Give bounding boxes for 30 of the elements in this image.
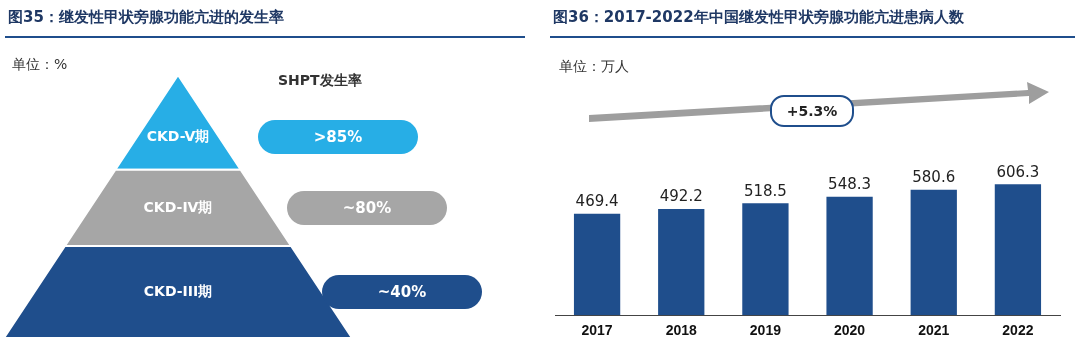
bar — [910, 189, 957, 316]
data-label: 469.4 — [575, 192, 619, 211]
legend-title: SHPT发生率 — [278, 72, 362, 90]
data-label: 518.5 — [743, 181, 787, 200]
x-tick-label: 2022 — [1002, 322, 1034, 339]
text: >85% — [313, 128, 363, 147]
text: 单位：% — [12, 56, 68, 74]
text: 单位：万人 — [559, 58, 629, 76]
data-label: 606.3 — [996, 162, 1040, 181]
x-tick-label: 2021 — [918, 322, 950, 339]
bar — [742, 203, 789, 316]
text: 图35：继发性甲状旁腺功能亢进的发生率 — [8, 8, 284, 27]
text: ~40% — [377, 282, 427, 301]
category-label: CKD-V期 — [146, 128, 210, 147]
x-tick-label: 2017 — [581, 322, 613, 339]
bar — [826, 196, 873, 316]
text: +5.3% — [770, 95, 854, 127]
bar — [573, 213, 621, 316]
data-label: 548.3 — [828, 175, 872, 194]
text: ~80% — [342, 198, 392, 217]
category-label: CKD-IV期 — [143, 198, 213, 217]
x-tick-label: 2019 — [749, 322, 782, 339]
category-label: CKD-III期 — [143, 282, 213, 301]
chart-title: 图36：2017-2022年中国继发性甲状旁腺功能亢进患病人数 — [553, 8, 964, 27]
data-label: 492.2 — [659, 187, 703, 206]
bar — [658, 208, 705, 316]
bar — [994, 184, 1042, 316]
data-label: 580.6 — [912, 168, 956, 187]
x-tick-label: 2018 — [665, 322, 698, 339]
x-tick-label: 2020 — [834, 322, 866, 339]
